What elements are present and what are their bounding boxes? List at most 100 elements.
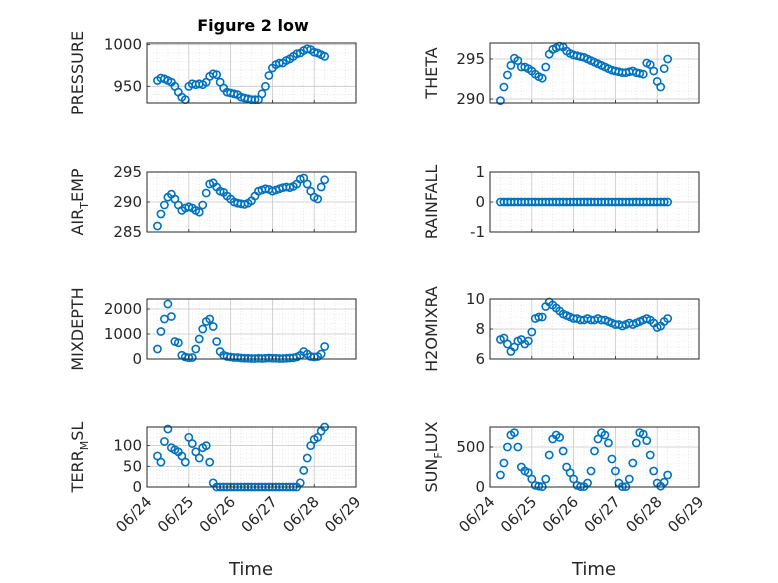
data-point [295, 478, 305, 488]
data-point [503, 339, 512, 349]
x-tick-label: 06/24 [455, 493, 498, 536]
y-tick-label: 50 [123, 457, 142, 475]
data-series [496, 41, 673, 105]
data-point [523, 468, 533, 477]
data-point [659, 477, 669, 487]
data-point [586, 466, 596, 476]
data-point [316, 349, 326, 359]
data-point [208, 322, 218, 331]
y-axis-label: SUNFLUX [422, 421, 445, 492]
y-tick-label: 2000 [104, 300, 142, 318]
data-point [544, 450, 554, 460]
data-point [537, 312, 547, 322]
data-point [509, 428, 519, 437]
data-point [527, 474, 537, 484]
data-point [513, 442, 523, 452]
data-point [555, 432, 565, 442]
data-point [212, 337, 222, 346]
data-point [496, 96, 505, 105]
y-tick-label: 6 [475, 350, 485, 368]
data-point [537, 73, 547, 83]
data-point [198, 324, 208, 334]
y-tick-label: 1000 [104, 325, 142, 343]
y-axis-label: PRESSURE [68, 31, 87, 115]
x-axis-label-right: Time [571, 559, 616, 580]
y-tick-label: 290 [113, 193, 142, 211]
data-point [638, 69, 648, 79]
y-tick-label: 0 [132, 350, 142, 368]
y-tick-label: 500 [456, 438, 485, 456]
data-point [187, 439, 197, 448]
data-point [642, 436, 652, 445]
data-point [320, 342, 330, 351]
y-axis-label: AIRTEMP [68, 168, 91, 235]
data-point [496, 470, 505, 480]
data-point [194, 453, 204, 463]
data-point [156, 457, 166, 467]
data-point [163, 299, 173, 309]
y-tick-label: 285 [113, 223, 142, 241]
x-tick-label: 06/26 [196, 493, 239, 536]
data-point [499, 82, 509, 92]
y-tick-label: 0 [475, 478, 485, 496]
data-series [496, 428, 673, 491]
data-point [261, 81, 270, 91]
data-point [156, 209, 166, 219]
data-point [663, 54, 673, 64]
data-point [569, 474, 578, 484]
x-tick-label: 06/29 [664, 493, 707, 536]
subplot-pressure: 950 1000 PRESSURE [68, 31, 357, 115]
data-point [166, 312, 176, 321]
x-tick-label: 06/28 [622, 493, 665, 536]
data-point [645, 60, 655, 69]
data-point [316, 182, 326, 192]
data-point [645, 450, 655, 460]
data-point [184, 353, 194, 363]
data-point [624, 474, 634, 484]
data-point [541, 474, 551, 484]
data-point [198, 200, 208, 210]
data-point [503, 70, 512, 80]
subplot-h2omixra: 6 8 10 H2OMIXRA [422, 286, 700, 372]
axes-frame [146, 298, 357, 360]
x-tick-label: 06/24 [112, 493, 155, 536]
data-point [611, 466, 620, 476]
x-tick-label: 06/25 [154, 493, 197, 536]
axes-frame [146, 42, 357, 104]
y-tick-label: 0 [475, 193, 485, 211]
data-point [659, 197, 669, 207]
data-point [264, 71, 274, 80]
data-point [523, 336, 533, 346]
data-point [607, 454, 617, 464]
data-point [299, 466, 309, 475]
data-point [205, 457, 215, 467]
data-point [156, 327, 166, 336]
y-tick-label: 1 [475, 163, 485, 181]
x-tick-label: 06/25 [497, 493, 540, 536]
data-point [163, 424, 173, 434]
data-point [212, 70, 222, 80]
y-axis-label: MIXDEPTH [68, 287, 87, 370]
data-point [191, 344, 201, 354]
y-tick-label: 295 [113, 163, 142, 181]
data-point [534, 481, 544, 491]
data-point [649, 466, 659, 476]
data-point [180, 457, 190, 467]
data-point [659, 64, 669, 73]
data-point [313, 194, 323, 204]
data-point [302, 179, 312, 189]
data-point [663, 197, 673, 207]
data-point [173, 338, 183, 348]
subplot-mixdepth: 0 1000 2000 MIXDEPTH [68, 287, 357, 371]
y-axis-label: THETA [422, 47, 441, 99]
data-point [503, 442, 512, 452]
data-point [506, 61, 516, 70]
data-point [558, 446, 568, 456]
data-point [649, 66, 659, 76]
data-point [201, 441, 211, 451]
y-tick-label: -1 [470, 223, 485, 241]
data-point [590, 446, 599, 456]
x-axis-label-left: Time [228, 559, 273, 580]
data-point [309, 352, 319, 362]
